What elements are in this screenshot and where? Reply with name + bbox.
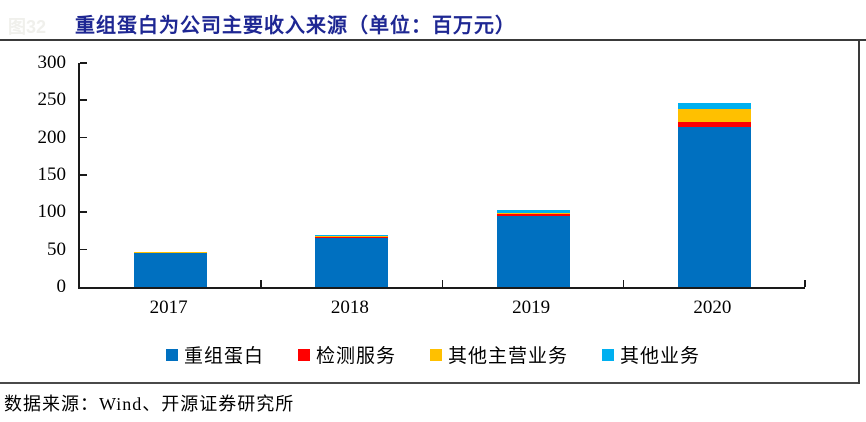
legend-item-其他业务: 其他业务 (602, 341, 700, 368)
bar-segment-其他业务 (134, 251, 208, 253)
y-axis-tick-label: 0 (56, 276, 67, 297)
x-axis-tick-mark (441, 280, 443, 287)
footer-divider-line (0, 382, 860, 384)
x-axis-tick-label: 2017 (149, 297, 188, 318)
stacked-bar-2019 (496, 210, 570, 287)
legend-swatch-icon (430, 348, 442, 361)
legend-item-重组蛋白: 重组蛋白 (165, 341, 264, 368)
y-axis-tick-mark (80, 62, 87, 64)
y-axis-tick-label: 50 (47, 238, 66, 260)
y-axis-tick-label: 300 (37, 52, 67, 73)
y-axis-tick-mark (80, 211, 87, 213)
bar-segment-重组蛋白 (496, 216, 570, 287)
bar-segment-其他主营业务 (134, 252, 208, 254)
title-divider-line (0, 39, 866, 41)
legend: 重组蛋白 检测服务 其他主营业务 其他业务 (0, 341, 866, 368)
legend-swatch-icon (602, 348, 615, 361)
legend-item-检测服务: 检测服务 (297, 341, 396, 368)
x-axis-tick-mark (804, 280, 806, 287)
figure-number-watermark: 图32 (8, 17, 47, 37)
y-axis-tick-mark (80, 174, 87, 176)
bar-segment-其他主营业务 (315, 236, 389, 238)
source-note: 数据来源：Wind、开源证券研究所 (4, 394, 295, 414)
bar-segment-检测服务 (677, 122, 751, 128)
plot-area (78, 62, 806, 289)
legend-label: 重组蛋白 (183, 346, 264, 367)
chart-title: 重组蛋白为公司主要收入来源（单位：百万元） (75, 15, 516, 37)
bar-segment-其他业务 (496, 210, 570, 214)
legend-label: 检测服务 (315, 346, 396, 367)
stacked-bar-2017 (134, 251, 208, 287)
y-axis-tick-label: 100 (37, 201, 67, 223)
x-axis-tick-mark (622, 280, 625, 287)
y-axis-tick-mark (80, 136, 87, 139)
bar-segment-其他主营业务 (677, 109, 751, 122)
y-axis-tick-mark (80, 248, 87, 251)
bar-segment-检测服务 (496, 214, 570, 217)
legend-label: 其他主营业务 (448, 346, 569, 367)
bar-segment-其他主营业务 (496, 213, 570, 215)
y-axis-tick-label: 200 (37, 126, 67, 148)
bar-segment-重组蛋白 (677, 127, 751, 287)
legend-swatch-icon (297, 348, 310, 361)
stacked-bar-2018 (315, 234, 389, 287)
x-axis-tick-label: 2020 (693, 297, 732, 318)
bar-segment-其他业务 (315, 234, 389, 237)
legend-item-其他主营业务: 其他主营业务 (430, 341, 568, 368)
stacked-bar-2020 (677, 103, 751, 287)
y-axis-tick-mark (80, 99, 87, 101)
frame-right-border (858, 39, 860, 384)
legend-label: 其他业务 (620, 346, 701, 367)
y-axis-tick-label: 250 (37, 89, 67, 111)
x-axis-tick-label: 2019 (512, 297, 551, 318)
bar-segment-其他业务 (677, 103, 751, 110)
x-axis-tick-mark (260, 280, 262, 287)
y-axis-tick-label: 150 (37, 164, 67, 185)
x-axis-tick-label: 2018 (330, 297, 369, 318)
legend-swatch-icon (165, 348, 178, 361)
bar-segment-重组蛋白 (134, 253, 208, 287)
bar-segment-重组蛋白 (315, 237, 389, 287)
